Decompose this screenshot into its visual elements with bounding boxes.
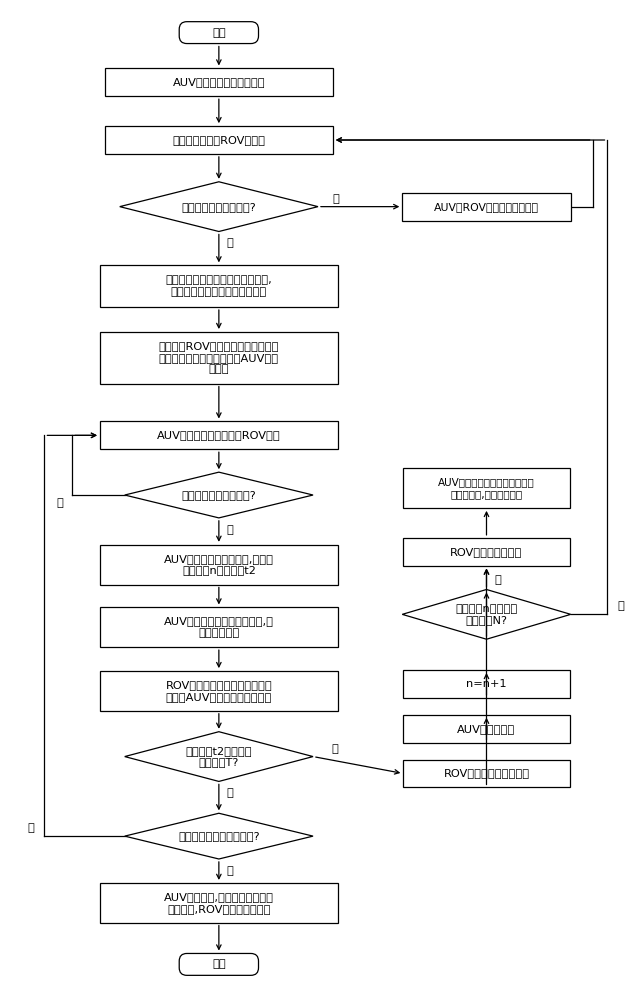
Text: AUV调整行进方向逐渐向ROV靠近: AUV调整行进方向逐渐向ROV靠近 [157,430,281,440]
Text: 能否检测到前侧坐标轴?: 能否检测到前侧坐标轴? [182,490,256,500]
Text: 开始: 开始 [212,28,226,38]
Polygon shape [402,589,571,639]
Text: 进仓时间t2大于最大
进仓时间T?: 进仓时间t2大于最大 进仓时间T? [185,746,252,767]
FancyBboxPatch shape [179,953,258,975]
Text: 进仓次数n大于最大
进仓次数N?: 进仓次数n大于最大 进仓次数N? [455,604,518,625]
Text: 前侧摄像头检测ROV引导灯: 前侧摄像头检测ROV引导灯 [172,135,265,145]
Bar [100,671,338,711]
Text: AUV对准后壁定位灯缓慢行进,并
触发行程开关: AUV对准后壁定位灯缓慢行进,并 触发行程开关 [164,616,274,638]
Text: 是: 是 [57,498,64,508]
Bar [100,883,338,923]
Text: 是: 是 [227,866,234,876]
Bar [100,421,338,449]
Bar [100,545,338,585]
Text: 行程开关是否达到最大值?: 行程开关是否达到最大值? [178,831,260,841]
Text: 是否检测到所有引导灯?: 是否检测到所有引导灯? [182,202,256,212]
Text: ROV所有引导灯开始闪烁: ROV所有引导灯开始闪烁 [444,768,530,778]
Text: 否: 否 [27,823,34,833]
Bar [100,607,338,647]
Text: ROV关闭所有引导灯: ROV关闭所有引导灯 [450,547,523,557]
Bar [105,68,333,96]
Text: ROV内的行程开关控制内壁防撞
海绵随AUV的逐渐深入不断夹紧: ROV内的行程开关控制内壁防撞 海绵随AUV的逐渐深入不断夹紧 [165,680,272,702]
Bar [402,193,571,221]
Text: AUV向母船发送进仓状态,并记录
进仓次数n以及时间t2: AUV向母船发送进仓状态,并记录 进仓次数n以及时间t2 [164,554,274,575]
Polygon shape [125,813,313,859]
Bar [403,468,570,508]
Text: 否: 否 [227,525,234,535]
Bar [403,670,570,698]
Polygon shape [125,472,313,518]
Text: 是: 是 [494,575,501,585]
Text: 否: 否 [332,194,339,204]
Text: 是: 是 [227,238,234,248]
Text: 对所获图像做滤波处理与边缘检测,
并计算出各个引导灯的中心位置: 对所获图像做滤波处理与边缘检测, 并计算出各个引导灯的中心位置 [165,275,272,297]
Bar [403,760,570,787]
Bar [105,126,333,154]
Bar [100,332,338,384]
Text: AUV停止移动,并向母船发送回收
成功信号,ROV关闭所有引导灯: AUV停止移动,并向母船发送回收 成功信号,ROV关闭所有引导灯 [164,892,274,914]
Text: 结束: 结束 [212,959,226,969]
Text: AUV以ROV为中心点绕行一周: AUV以ROV为中心点绕行一周 [434,202,539,212]
Bar [403,715,570,743]
Text: 是: 是 [332,744,338,754]
Text: AUV向母船发送回收失败信号并
上浮至水面,等待手动回收: AUV向母船发送回收失败信号并 上浮至水面,等待手动回收 [438,477,535,499]
Text: 通过计算ROV后壁定位灯在前侧引导
灯构成的坐标轴位置计算出AUV的旋
转角度: 通过计算ROV后壁定位灯在前侧引导 灯构成的坐标轴位置计算出AUV的旋 转角度 [159,341,279,374]
Text: AUV退出回收仓: AUV退出回收仓 [458,724,516,734]
Bar [403,538,570,566]
Bar [100,265,338,307]
Text: 否: 否 [227,788,234,798]
Text: AUV向母船发送光引导状态: AUV向母船发送光引导状态 [173,77,265,87]
FancyBboxPatch shape [179,22,258,44]
Text: 否: 否 [617,601,624,611]
Polygon shape [125,732,313,781]
Text: n=n+1: n=n+1 [466,679,507,689]
Polygon shape [120,182,318,232]
